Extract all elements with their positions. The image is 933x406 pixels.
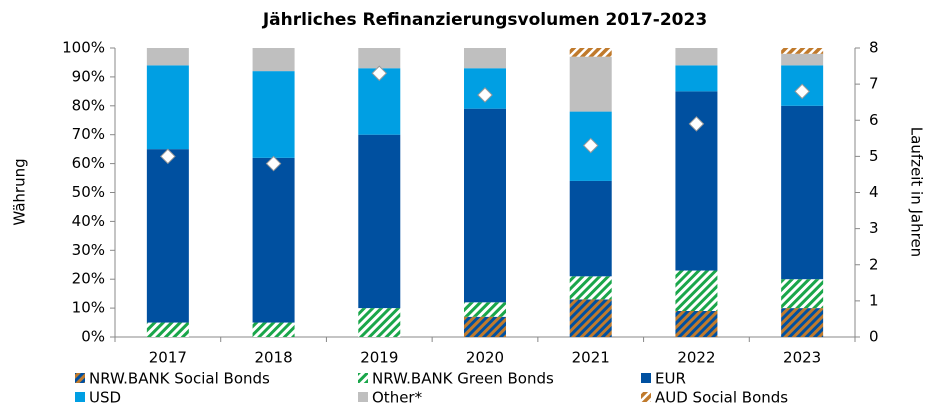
marker [477, 87, 493, 103]
bar-segment [464, 302, 506, 317]
bar-segment [464, 48, 506, 69]
x-tick-label: 2020 [466, 349, 504, 367]
y2-tick-label: 1 [869, 291, 879, 309]
bar-segment [358, 48, 401, 69]
bar-segment [569, 299, 612, 337]
legend-swatch [75, 392, 85, 402]
marker [371, 65, 388, 82]
y-tick-label: 90% [72, 67, 105, 85]
bar-segment [464, 108, 506, 303]
x-tick-label: 2017 [149, 349, 187, 367]
bar-segment [675, 65, 718, 92]
marker [160, 148, 176, 165]
bar-segment [781, 279, 824, 309]
y-tick-label: 60% [72, 154, 105, 172]
legend-swatch [358, 373, 368, 383]
bar-segment [569, 56, 612, 112]
bar-segment [675, 48, 718, 66]
bar-segment [781, 308, 824, 337]
legend-label: NRW.BANK Social Bonds [89, 370, 270, 388]
bar-segment [675, 270, 718, 311]
bar-segment [781, 48, 824, 54]
legend-swatch [641, 392, 651, 402]
y-tick-label: 70% [72, 125, 105, 143]
legend-swatch [75, 373, 85, 383]
bar-segment [252, 48, 295, 72]
x-tick-label: 2021 [572, 349, 610, 367]
marker [582, 137, 599, 154]
bar-segment [146, 65, 189, 150]
y2-tick-label: 4 [869, 183, 879, 201]
bar-segment [252, 157, 295, 323]
bar-segment [781, 53, 824, 66]
bar-segment [569, 180, 612, 277]
legend-label: USD [89, 389, 121, 406]
bar-segment [146, 149, 189, 323]
legend-swatch [358, 392, 368, 402]
y2-tick-label: 8 [869, 39, 879, 57]
x-tick-label: 2023 [783, 349, 821, 367]
y-tick-label: 30% [72, 241, 105, 259]
y2-tick-label: 0 [869, 328, 879, 346]
y2-tick-label: 6 [869, 111, 879, 129]
y-axis-label: Währung [11, 158, 29, 225]
marker [688, 116, 705, 132]
marker [265, 155, 282, 172]
y-tick-label: 80% [72, 96, 105, 114]
legend-label: Other* [372, 389, 423, 406]
y2-axis-label: Laufzeit in Jahren [908, 127, 926, 257]
legend-swatch [641, 373, 651, 383]
bar-segment [781, 105, 824, 280]
x-tick-label: 2018 [254, 349, 292, 367]
x-tick-label: 2022 [677, 349, 715, 367]
y2-tick-label: 7 [869, 75, 879, 93]
legend-label: NRW.BANK Green Bonds [372, 370, 554, 388]
legend-label: EUR [655, 370, 686, 388]
y2-tick-label: 3 [869, 219, 879, 237]
bar-segment [358, 134, 401, 309]
chart-title: Jährliches Refinanzierungsvolumen 2017-2… [262, 10, 707, 30]
y-tick-label: 40% [72, 212, 105, 230]
y-tick-label: 20% [72, 270, 105, 288]
y2-tick-label: 5 [869, 147, 879, 165]
y-tick-label: 10% [72, 299, 105, 317]
bar-segment [569, 48, 612, 57]
y-tick-label: 0% [81, 328, 105, 346]
y2-tick-label: 2 [869, 255, 879, 273]
bar-segment [146, 322, 189, 337]
marker [794, 83, 810, 100]
bar-segment [464, 316, 506, 337]
bar-segment [569, 276, 612, 300]
bar-segment [146, 48, 189, 66]
y-tick-label: 100% [62, 39, 105, 57]
y-tick-label: 50% [72, 183, 105, 201]
legend-label: AUD Social Bonds [655, 389, 788, 406]
x-tick-label: 2019 [360, 349, 398, 367]
bar-segment [252, 71, 295, 158]
bar-segment [675, 310, 718, 337]
bar-segment [252, 322, 295, 337]
bar-segment [358, 308, 401, 337]
